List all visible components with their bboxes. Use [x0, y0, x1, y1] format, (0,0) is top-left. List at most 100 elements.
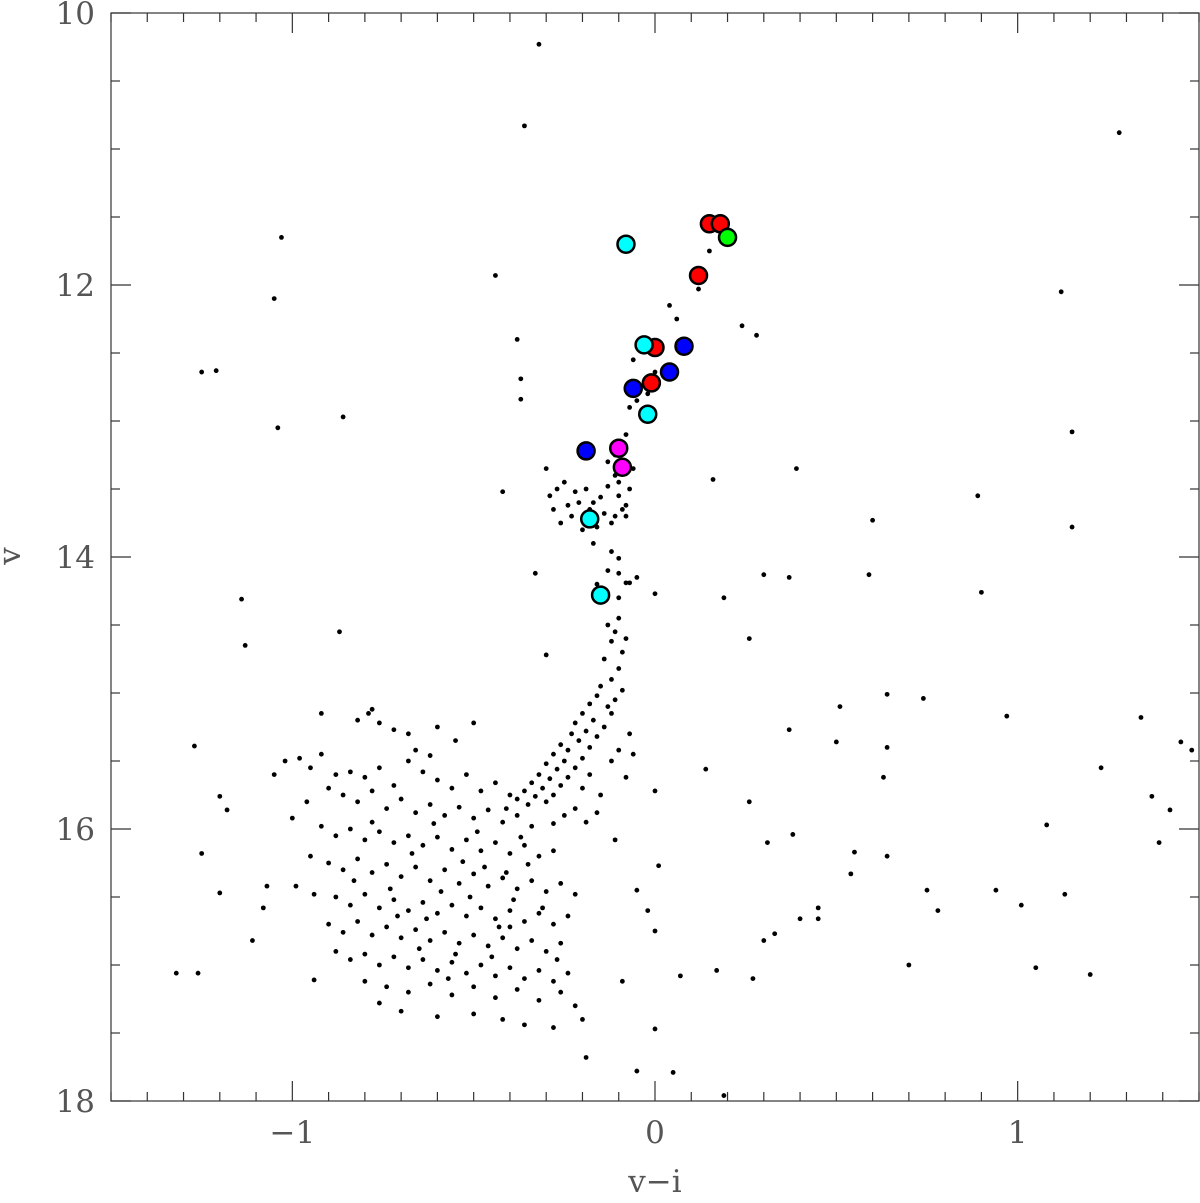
- field-star-point: [540, 785, 545, 791]
- field-star-point: [514, 886, 520, 892]
- field-star-point: [848, 871, 854, 877]
- field-star-point: [326, 785, 331, 791]
- field-star-point: [634, 887, 640, 893]
- field-star-point: [511, 897, 516, 903]
- field-star-point: [634, 398, 640, 403]
- field-star-point: [551, 751, 556, 757]
- field-star-point: [554, 957, 560, 962]
- field-star-point: [445, 976, 451, 981]
- field-star-point: [616, 555, 622, 561]
- field-star-point: [652, 788, 658, 794]
- field-star-point: [471, 871, 477, 877]
- field-star-point: [405, 965, 411, 971]
- field-star-point: [355, 717, 361, 723]
- field-star-point: [347, 826, 353, 832]
- field-star-point: [815, 916, 821, 922]
- field-star-point: [590, 500, 596, 505]
- field-star-point: [362, 774, 368, 780]
- highlighted-star-point: [623, 378, 643, 399]
- field-star-point: [677, 973, 683, 979]
- field-star-point: [362, 951, 368, 957]
- field-star-point: [634, 1068, 640, 1074]
- field-star-point: [471, 932, 477, 938]
- field-star-point: [289, 815, 295, 821]
- field-star-point: [590, 717, 596, 723]
- field-star-point: [670, 1070, 676, 1075]
- field-star-point: [616, 493, 622, 499]
- field-star-point: [282, 758, 288, 764]
- highlighted-star-point: [688, 265, 709, 286]
- field-star-point: [1178, 739, 1184, 745]
- field-star-point: [605, 483, 611, 489]
- field-star-point: [376, 905, 382, 911]
- field-star-point: [561, 479, 567, 485]
- field-star-point: [355, 799, 361, 805]
- field-star-point: [493, 273, 498, 278]
- field-star-point: [558, 783, 564, 788]
- field-star-point: [195, 970, 201, 976]
- field-star-point: [583, 819, 589, 825]
- field-star-point: [627, 486, 633, 492]
- field-star-point: [518, 376, 524, 382]
- field-star-point: [754, 332, 759, 338]
- field-star-point: [449, 847, 455, 852]
- field-star-point: [376, 765, 382, 771]
- field-star-point: [623, 774, 629, 780]
- field-star-point: [449, 959, 455, 965]
- field-star-point: [413, 864, 419, 870]
- field-star-point: [435, 724, 440, 730]
- field-star-point: [616, 747, 622, 753]
- field-star-point: [405, 731, 411, 737]
- field-star-point: [558, 520, 564, 526]
- field-star-point: [260, 905, 266, 911]
- field-star-point: [761, 572, 767, 578]
- field-star-point: [558, 881, 564, 886]
- field-star-point: [583, 1055, 589, 1060]
- field-star-point: [427, 981, 433, 987]
- field-star-point: [598, 683, 603, 689]
- field-star-point: [852, 849, 857, 855]
- field-star-point: [623, 580, 629, 586]
- field-star-point: [376, 829, 382, 835]
- field-star-point: [427, 938, 433, 943]
- field-star-point: [652, 928, 658, 934]
- field-star-point: [217, 890, 223, 896]
- field-star-point: [493, 916, 498, 922]
- field-star-point: [739, 323, 745, 329]
- field-star-point: [489, 954, 495, 960]
- field-star-point: [384, 861, 390, 867]
- field-star-point: [551, 821, 556, 826]
- field-star-point: [464, 970, 469, 976]
- field-star-point: [833, 739, 839, 745]
- field-star-point: [340, 414, 346, 420]
- field-star-point: [815, 905, 821, 911]
- field-star-point: [529, 823, 535, 829]
- field-star-point: [906, 962, 912, 968]
- field-star-point: [413, 747, 419, 753]
- field-star-point: [543, 889, 549, 894]
- field-star-point: [1058, 289, 1064, 295]
- field-star-point: [340, 792, 346, 798]
- field-star-point: [514, 946, 520, 952]
- field-star-point: [449, 785, 455, 791]
- field-star-point: [438, 889, 444, 894]
- field-star-point: [409, 851, 415, 856]
- field-star-point: [572, 891, 578, 897]
- field-star-point: [500, 819, 506, 825]
- highlighted-star-point: [579, 509, 600, 529]
- field-star-point: [565, 747, 571, 753]
- field-star-point: [979, 589, 984, 595]
- field-star-point: [449, 992, 455, 998]
- highlighted-star-point: [641, 373, 662, 393]
- highlighted-star-point: [608, 438, 629, 458]
- y-axis-title: v: [0, 547, 28, 566]
- field-star-point: [627, 580, 633, 586]
- field-star-point: [561, 758, 567, 764]
- field-star-point: [275, 425, 281, 431]
- field-star-point: [580, 755, 585, 761]
- field-star-point: [601, 656, 607, 662]
- field-star-point: [355, 919, 361, 924]
- field-star-point: [522, 1022, 527, 1028]
- field-star-point: [496, 924, 502, 930]
